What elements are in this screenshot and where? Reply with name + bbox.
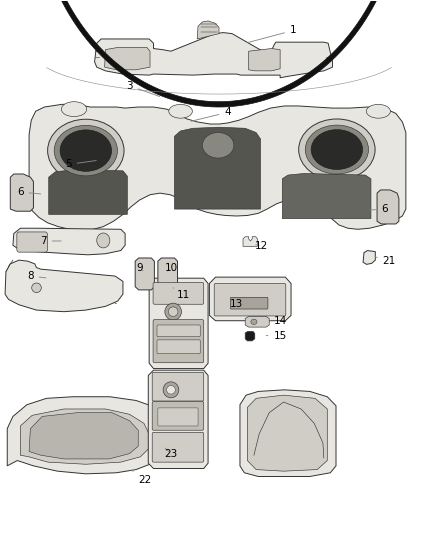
Text: 4: 4 — [191, 107, 231, 121]
FancyBboxPatch shape — [152, 401, 204, 430]
Polygon shape — [20, 409, 149, 464]
Ellipse shape — [48, 119, 124, 182]
FancyBboxPatch shape — [157, 340, 200, 354]
Polygon shape — [135, 258, 154, 290]
Text: 22: 22 — [132, 470, 152, 485]
Text: 5: 5 — [65, 159, 96, 169]
Polygon shape — [13, 228, 125, 255]
FancyBboxPatch shape — [152, 432, 204, 462]
Polygon shape — [11, 174, 33, 211]
Polygon shape — [247, 395, 327, 471]
FancyBboxPatch shape — [153, 320, 204, 363]
Ellipse shape — [169, 104, 192, 118]
Polygon shape — [35, 0, 403, 107]
Polygon shape — [158, 258, 177, 290]
FancyBboxPatch shape — [158, 408, 198, 426]
Text: 6: 6 — [370, 204, 388, 214]
Polygon shape — [377, 190, 399, 224]
FancyBboxPatch shape — [153, 282, 204, 304]
Text: 7: 7 — [40, 236, 61, 246]
Ellipse shape — [202, 133, 234, 158]
Ellipse shape — [305, 125, 368, 174]
FancyBboxPatch shape — [17, 232, 47, 252]
Polygon shape — [95, 33, 332, 78]
Ellipse shape — [60, 130, 112, 171]
Text: 6: 6 — [17, 187, 41, 197]
Polygon shape — [243, 237, 258, 246]
Polygon shape — [209, 277, 291, 321]
Text: 23: 23 — [164, 448, 177, 458]
Polygon shape — [283, 173, 371, 219]
Polygon shape — [148, 370, 208, 469]
Polygon shape — [174, 127, 261, 209]
Ellipse shape — [166, 385, 175, 394]
Polygon shape — [29, 104, 406, 230]
Ellipse shape — [311, 130, 363, 169]
Polygon shape — [197, 21, 219, 39]
Polygon shape — [245, 317, 269, 327]
FancyBboxPatch shape — [157, 325, 200, 337]
Text: 15: 15 — [266, 330, 287, 341]
Ellipse shape — [97, 233, 110, 248]
Text: 1: 1 — [248, 26, 297, 43]
FancyBboxPatch shape — [214, 284, 286, 316]
Polygon shape — [245, 332, 255, 341]
Polygon shape — [49, 169, 127, 214]
Text: 11: 11 — [173, 288, 190, 300]
Polygon shape — [29, 413, 138, 459]
Ellipse shape — [54, 125, 117, 176]
Text: 8: 8 — [27, 271, 46, 281]
Text: 3: 3 — [126, 81, 159, 96]
Ellipse shape — [251, 319, 257, 325]
Text: 10: 10 — [164, 263, 177, 272]
Ellipse shape — [32, 283, 41, 293]
Polygon shape — [249, 49, 280, 71]
Text: 21: 21 — [375, 256, 396, 266]
Ellipse shape — [61, 102, 87, 117]
Ellipse shape — [165, 303, 181, 320]
Text: 12: 12 — [255, 241, 268, 251]
Polygon shape — [363, 251, 375, 264]
Ellipse shape — [163, 382, 179, 398]
Ellipse shape — [366, 104, 390, 118]
Polygon shape — [7, 397, 172, 474]
Text: 14: 14 — [271, 316, 287, 326]
Ellipse shape — [299, 119, 375, 180]
FancyBboxPatch shape — [230, 297, 268, 309]
FancyBboxPatch shape — [152, 372, 204, 401]
Polygon shape — [149, 278, 208, 368]
Polygon shape — [105, 47, 150, 70]
Polygon shape — [5, 260, 123, 312]
Ellipse shape — [198, 129, 239, 162]
Ellipse shape — [168, 307, 178, 317]
Text: 9: 9 — [136, 263, 143, 272]
Text: 13: 13 — [230, 298, 243, 309]
Polygon shape — [240, 390, 336, 477]
